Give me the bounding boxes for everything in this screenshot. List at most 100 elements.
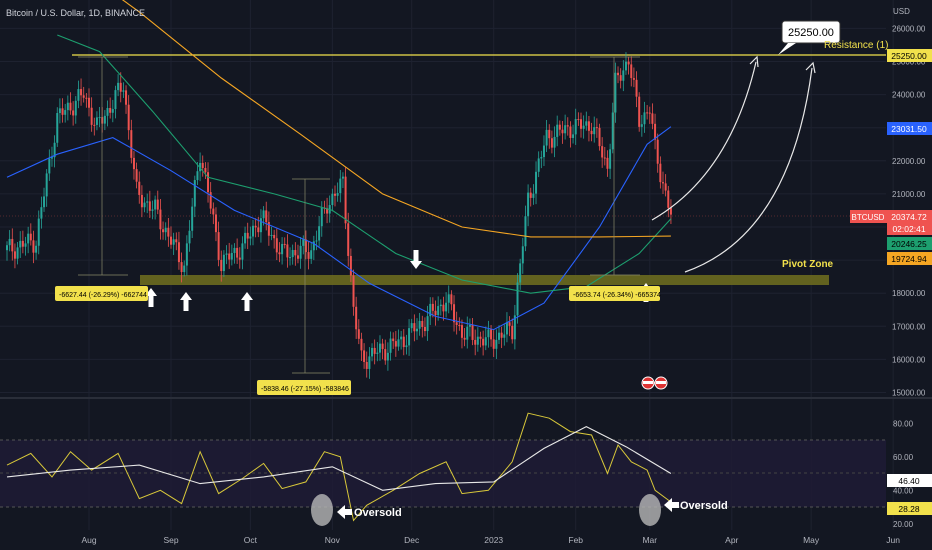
candle-body [334,193,336,196]
candle-body [95,117,98,125]
candle-body [318,226,321,241]
candle-body [228,253,231,260]
candle-body [289,257,292,259]
candle-body [154,199,157,210]
candle-body [111,109,114,113]
candle-body [207,172,210,193]
candle-body [564,125,567,134]
rsi-ma-badge [887,502,932,515]
candle-body [460,325,463,338]
candle-body [492,339,495,349]
candle-body [122,90,125,92]
candle-body [331,193,334,206]
candle-body [82,95,85,98]
symbol-badge-text: BTCUSD [852,213,885,222]
price-tick-label: 16000.00 [892,355,926,364]
moving-average-line-1 [6,126,672,331]
candle-body [482,338,485,346]
candle-body [74,100,77,116]
forecast-arc-2-arrowhead [805,61,816,74]
time-axis[interactable]: Aug Sep Oct Nov Dec 2023 Feb Mar Apr May Jun [81,535,900,545]
candle-body [312,241,315,251]
candle-body [64,110,67,115]
down-arrow-icon [410,250,422,269]
candle-body [532,193,535,198]
currency-label: USD [893,7,910,16]
candle-body [624,61,627,71]
candle-body [246,232,249,239]
event-icons[interactable] [641,376,668,390]
candle-body [664,183,667,191]
candle-body [225,253,228,255]
candle-body [146,201,149,203]
candle-body [662,182,664,184]
candles [6,52,672,379]
candle-body [513,315,516,340]
time-tick-label: Aug [81,535,96,545]
candle-body [400,336,403,340]
candle-body [148,201,151,211]
moving-average-line-3 [121,0,671,238]
candle-body [103,115,106,124]
candle-body [138,181,141,195]
candle-body [503,334,506,338]
rsi-line [6,412,672,522]
candle-body [310,250,313,259]
candle-body [392,338,395,342]
candle-body [495,339,498,349]
candle-body [640,124,643,127]
candle-body [296,255,299,259]
candle-body [66,102,69,111]
candle-body [236,247,239,258]
candle-body [16,247,19,259]
time-tick-label: Sep [163,535,178,545]
candle-body [341,176,344,179]
price-tick-label: 22000.00 [892,157,926,166]
candle-body [365,361,368,369]
candle-body [368,356,371,369]
symbol-badge [850,210,887,223]
left-arrow-icon [337,505,352,519]
candle-body [233,247,236,253]
candle-body [659,163,662,183]
candle-body [429,303,432,317]
candle-body [371,347,374,357]
candle-body [508,322,511,326]
candle-body [275,238,278,253]
candle-body [56,113,59,143]
candle-body [241,243,244,260]
rsi-ma-line [6,425,672,491]
ma-orange-badge [887,252,932,265]
symbol-title[interactable]: Bitcoin / U.S. Dollar, 1D, BINANCE [6,8,145,18]
candle-body [304,239,307,253]
last-price-text: 20374.72 [891,212,927,222]
candle-body [585,121,588,126]
candle-body [281,243,284,255]
candle-body [416,328,418,332]
candle-body [53,142,56,158]
candle-body [307,252,310,259]
price-tick-label: 26000.00 [892,24,926,33]
moving-average-line-2 [57,34,672,294]
resistance-price-badge [887,49,932,62]
candle-body [162,229,165,233]
rsi-axis[interactable]: 80.00 60.00 40.00 20.00 [893,419,914,529]
rsi-tick-label: 60.00 [893,453,914,462]
candle-body [580,119,582,129]
candle-body [498,332,500,340]
candle-body [468,324,471,327]
oversold-label-2: Oversold [680,500,728,512]
candle-body [397,339,400,347]
candle-body [151,209,154,211]
oversold-circle-1 [311,494,333,526]
candle-body [299,245,302,259]
candle-body [339,178,342,194]
candle-body [595,127,598,129]
candle-body [402,336,405,348]
countdown-text: 02:02:41 [892,224,925,234]
candle-body [453,304,456,323]
candle-body [217,232,220,260]
drop-measures [78,56,640,374]
candle-body [442,304,445,312]
candle-body [273,234,276,239]
